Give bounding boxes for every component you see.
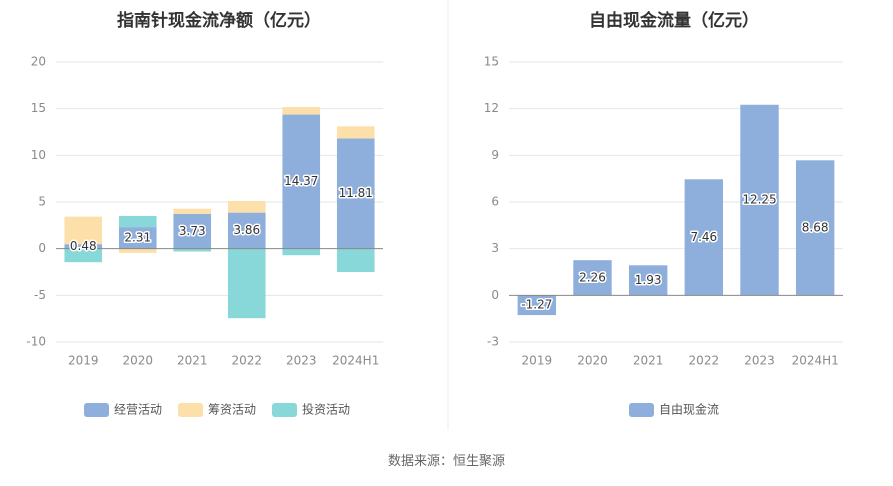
chart-2-y-tick-label: 3 xyxy=(491,241,499,255)
chart-1-x-tick-label: 2024H1 xyxy=(332,354,379,368)
chart-1-bar-series-2-2021 xyxy=(173,208,212,214)
chart-1-bar-series-1-2020 xyxy=(118,227,157,249)
chart-1-legend-label-3: 投资活动 xyxy=(302,402,350,417)
chart-1-bar-series-1-2022 xyxy=(227,212,266,249)
chart-2-data-label: 8.68 xyxy=(802,220,829,234)
chart-1-bar-series-2-2019 xyxy=(64,216,103,245)
chart-1-bar-series-3-2020 xyxy=(118,215,157,228)
chart-1-data-label: 3.86 xyxy=(233,223,260,237)
chart-2-x-tick-label: 2021 xyxy=(633,354,664,368)
chart-2-bar-series-1-2019 xyxy=(517,295,557,316)
chart-2-data-label: 2.26 xyxy=(579,270,606,284)
chart-2-y-tick-label: 0 xyxy=(491,288,499,302)
chart-1-bar-series-3-2019 xyxy=(64,248,103,263)
chart-1-data-label: 2.31 xyxy=(124,230,151,244)
chart-1-data-label: 3.73 xyxy=(179,224,206,238)
chart-1-bar-series-3-2023 xyxy=(282,248,321,256)
chart-1-y-tick-label: 10 xyxy=(31,148,46,162)
chart-1-x-tick-label: 2021 xyxy=(177,354,208,368)
chart-2-bar-series-1-2022 xyxy=(684,179,724,296)
chart-2-legend-swatch-1 xyxy=(629,403,654,417)
chart-1-y-tick-label: 5 xyxy=(38,195,46,209)
chart-2-x-tick-label: 2022 xyxy=(689,354,720,368)
chart-1-title: 指南针现金流净额（亿元） xyxy=(117,10,321,31)
chart-1-bar-series-3-2024H1 xyxy=(336,248,375,272)
chart-1-x-tick-label: 2022 xyxy=(231,354,262,368)
chart-2-bar-series-1-2021 xyxy=(628,265,668,296)
chart-2-x-tick-label: 2020 xyxy=(577,354,608,368)
chart-2-data-label: 12.25 xyxy=(742,193,776,207)
chart-1-bar-series-2-2020 xyxy=(118,248,157,253)
chart-1-legend-swatch-3 xyxy=(272,403,297,417)
chart-1-y-tick-label: -10 xyxy=(26,335,46,349)
chart-2-x-tick-label: 2024H1 xyxy=(792,354,839,368)
chart-1-bar-series-1-2024H1 xyxy=(336,138,375,249)
chart-1-bar-series-2-2024H1 xyxy=(336,126,375,139)
chart-1-legend-swatch-2 xyxy=(178,403,203,417)
chart-1-y-tick-label: 0 xyxy=(38,241,46,255)
chart-1-y-tick-label: -5 xyxy=(34,288,46,302)
chart-1-legend-swatch-1 xyxy=(84,403,109,417)
chart-2-data-label: 7.46 xyxy=(690,230,717,244)
chart-1-legend-label-1: 经营活动 xyxy=(114,403,162,417)
chart-2-y-tick-label: 9 xyxy=(491,148,499,162)
chart-2-y-tick-label: 15 xyxy=(484,55,499,69)
chart-1-x-tick-label: 2023 xyxy=(286,354,317,368)
chart-1-x-tick-label: 2020 xyxy=(122,354,153,368)
chart-1-y-tick-label: 15 xyxy=(31,101,46,115)
chart-1-bar-series-1-2023 xyxy=(282,114,321,249)
chart-1-bar-series-3-2021 xyxy=(173,248,212,252)
chart-2-title: 自由现金流量（亿元） xyxy=(589,10,759,31)
chart-1-y-tick-label: 20 xyxy=(31,55,46,69)
chart-1-bar-series-2-2023 xyxy=(282,107,321,115)
chart-1-bar-series-3-2022 xyxy=(227,248,266,319)
chart-2-x-tick-label: 2023 xyxy=(744,354,775,368)
chart-2-x-tick-label: 2019 xyxy=(522,354,553,368)
chart-2-legend-label-1: 自由现金流 xyxy=(659,402,719,417)
chart-1-data-label: 14.37 xyxy=(284,174,318,188)
chart-1-data-label: 0.48 xyxy=(70,239,97,253)
chart-2-bar-series-1-2020 xyxy=(573,260,612,296)
chart-1-bar-series-1-2019 xyxy=(64,244,103,249)
data-source: 数据来源：恒生聚源 xyxy=(387,454,505,469)
chart-2-y-tick-label: 6 xyxy=(491,195,499,209)
chart-2-bar-series-1-2023 xyxy=(740,104,779,296)
chart-2-bar-series-1-2024H1 xyxy=(795,160,835,296)
chart-1-data-label: 11.81 xyxy=(339,186,373,200)
chart-2-data-label: 1.93 xyxy=(635,273,662,287)
chart-1-bar-series-1-2021 xyxy=(173,213,212,249)
chart-2-y-tick-label: 12 xyxy=(484,101,499,115)
chart-1-x-tick-label: 2019 xyxy=(68,354,99,368)
chart-2-y-tick-label: -3 xyxy=(487,335,499,349)
chart-2-data-label: -1.27 xyxy=(521,298,552,312)
chart-1-legend-label-2: 筹资活动 xyxy=(208,403,256,417)
chart-1-bar-series-2-2022 xyxy=(227,200,266,213)
